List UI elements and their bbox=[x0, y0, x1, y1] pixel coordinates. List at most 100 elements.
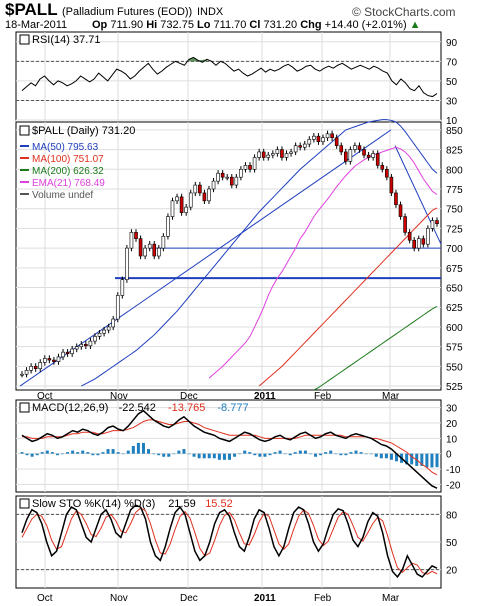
price-bar bbox=[152, 243, 157, 257]
legend-entry: RSI(14) 37.71 bbox=[32, 34, 100, 46]
y-tick-label: 10 bbox=[446, 434, 458, 445]
price-bar bbox=[371, 153, 375, 158]
rsi-overbought-fill bbox=[188, 57, 207, 62]
price-bar bbox=[261, 151, 266, 158]
symbol: $PALL bbox=[5, 0, 58, 19]
price-bar bbox=[207, 188, 211, 202]
price-bar bbox=[220, 172, 225, 178]
y-tick-label: 0 bbox=[446, 450, 452, 461]
macd-histogram-bar bbox=[177, 450, 181, 454]
legend-entry: MA(50) 795.63 bbox=[32, 142, 99, 153]
y-tick-label: 50 bbox=[446, 538, 458, 549]
macd-histogram-bar bbox=[238, 453, 242, 455]
macd-histogram-bar bbox=[329, 450, 333, 454]
macd-histogram-bar bbox=[319, 453, 323, 456]
x-month-label: Feb bbox=[314, 593, 332, 604]
macd-histogram-bar bbox=[420, 453, 424, 466]
close-label: Cl bbox=[249, 19, 261, 31]
macd-histogram-bar bbox=[324, 452, 328, 454]
macd-histogram-bar bbox=[369, 453, 373, 455]
macd-histogram-bar bbox=[344, 453, 348, 456]
macd-histogram-bar bbox=[167, 453, 171, 457]
moving-average-line bbox=[313, 306, 438, 391]
high-value: 732.75 bbox=[160, 19, 194, 31]
sto-k-line bbox=[21, 504, 438, 579]
y-tick-label: 825 bbox=[446, 146, 463, 157]
macd-histogram-bar bbox=[384, 453, 388, 459]
macd-panel bbox=[15, 399, 442, 493]
price-bar bbox=[280, 149, 284, 158]
macd-histogram-bar bbox=[91, 453, 95, 456]
price-bar bbox=[198, 184, 202, 194]
price-bar bbox=[79, 343, 84, 347]
price-bar bbox=[403, 216, 407, 233]
x-month-label: Dec bbox=[180, 391, 198, 402]
macd-histogram-bar bbox=[40, 452, 44, 454]
macd-histogram-bar bbox=[147, 449, 151, 454]
x-month-label: 2011 bbox=[254, 593, 276, 604]
sto-legend-swatch bbox=[19, 498, 30, 509]
macd-histogram-bar bbox=[182, 449, 186, 454]
macd-histogram-bar bbox=[71, 450, 75, 454]
x-month-label: Oct bbox=[37, 593, 53, 604]
price-bar bbox=[102, 329, 106, 334]
macd-histogram-bar bbox=[212, 453, 216, 459]
x-month-label: Mar bbox=[382, 391, 400, 402]
y-tick-label: 30 bbox=[446, 404, 458, 415]
y-tick-label: 90 bbox=[446, 38, 458, 49]
macd-histogram-bar bbox=[106, 449, 110, 454]
macd-histogram-bar bbox=[25, 453, 29, 456]
macd-histogram-bar bbox=[314, 453, 318, 457]
close-value: 731.20 bbox=[263, 19, 298, 31]
macd-histogram-bar bbox=[258, 453, 262, 457]
macd-histogram-bar bbox=[308, 453, 312, 455]
price-bar bbox=[179, 196, 184, 213]
legend-entry: -22.542 bbox=[119, 402, 156, 414]
macd-histogram-bar bbox=[298, 450, 302, 454]
rsi-legend-swatch bbox=[19, 34, 30, 45]
macd-histogram-bar bbox=[263, 453, 267, 457]
macd-histogram-bar bbox=[278, 450, 282, 454]
price-panel bbox=[15, 121, 442, 391]
price-bar bbox=[188, 192, 193, 208]
price-bar bbox=[161, 235, 166, 249]
price-bar bbox=[353, 145, 357, 150]
y-tick-label: 850 bbox=[446, 126, 463, 137]
macd-line bbox=[21, 409, 438, 489]
legend-entry: MACD(12,26,9) bbox=[32, 402, 108, 414]
price-bar bbox=[93, 336, 97, 342]
macd-histogram-bar bbox=[35, 453, 39, 456]
y-tick-label: 800 bbox=[446, 165, 463, 176]
macd-legend-swatch bbox=[19, 402, 30, 413]
brand-watermark: © StockCharts.com bbox=[352, 5, 456, 19]
macd-histogram-bar bbox=[116, 452, 120, 454]
y-tick-label: 20 bbox=[446, 566, 458, 577]
macd-histogram-bar bbox=[81, 450, 85, 454]
y-tick-label: 80 bbox=[446, 510, 458, 521]
y-tick-label: 10 bbox=[446, 116, 458, 127]
price-bar bbox=[426, 228, 430, 245]
macd-histogram-bar bbox=[379, 453, 383, 459]
macd-histogram-bar bbox=[339, 453, 343, 456]
macd-histogram-bar bbox=[187, 453, 191, 455]
price-bar bbox=[239, 168, 243, 178]
legend-entry: -13.765 bbox=[168, 402, 205, 414]
price-bar bbox=[61, 351, 65, 358]
legend-entry: 15.52 bbox=[205, 498, 233, 510]
macd-histogram-bar bbox=[359, 452, 363, 454]
price-bar bbox=[234, 176, 239, 186]
price-bar bbox=[321, 137, 325, 143]
macd-histogram-bar bbox=[217, 453, 221, 460]
price-bar bbox=[74, 346, 79, 350]
price-bar bbox=[33, 366, 38, 370]
macd-histogram-bar bbox=[233, 453, 237, 457]
macd-histogram-bar bbox=[192, 453, 196, 457]
y-tick-label: 650 bbox=[446, 284, 463, 295]
price-bar bbox=[138, 238, 143, 257]
macd-histogram-bar bbox=[425, 453, 429, 468]
price-bar bbox=[248, 165, 252, 170]
price-bar bbox=[38, 362, 43, 370]
price-bar bbox=[312, 135, 316, 140]
price-bar bbox=[88, 340, 93, 347]
y-tick-label: 30 bbox=[446, 96, 458, 107]
